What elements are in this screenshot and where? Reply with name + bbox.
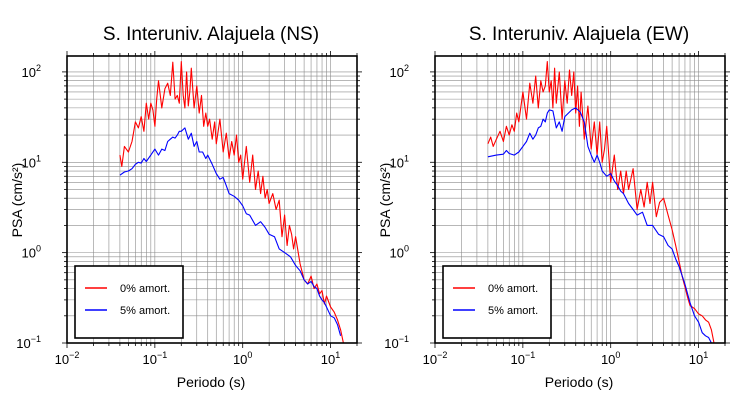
- x-axis-label: Periodo (s): [545, 374, 613, 390]
- x-axis-label: Periodo (s): [177, 374, 245, 390]
- chart-title: S. Interuniv. Alajuela (EW): [469, 24, 689, 45]
- series-line-damped: [487, 107, 712, 344]
- legend-box: [442, 265, 552, 339]
- plot-area: 10−2 10−1 100 101 10−1 100 101 102 0% amort. 5% a…: [384, 51, 730, 367]
- x-tick-label: 101: [689, 350, 708, 367]
- y-tick-label: 100: [390, 244, 409, 261]
- y-tick-label: 100: [22, 244, 41, 261]
- y-tick-label: 102: [22, 63, 41, 80]
- legend: 0% amort. 5% amort.: [74, 265, 184, 339]
- x-tick-label: 10−2: [55, 350, 80, 367]
- x-tick-label: 100: [601, 350, 620, 367]
- plot-area: 10−2 10−1 100 101 10−1 100 101 102 0% amort. 5% a…: [16, 51, 362, 367]
- y-axis-label: PSA (cm/s²): [9, 163, 25, 238]
- axis-ticks: [62, 51, 362, 348]
- x-tick-label: 10−2: [423, 350, 448, 367]
- plot-frame: [66, 55, 358, 344]
- legend-label: 0% amort.: [120, 283, 170, 295]
- x-tick-label: 100: [233, 350, 252, 367]
- series-line-undamped: [119, 61, 344, 344]
- chart-panel-ew: S. Interuniv. Alajuela (EW) Periodo (s) …: [377, 24, 730, 390]
- y-tick-label: 101: [390, 153, 409, 170]
- y-axis-label: PSA (cm/s²): [377, 163, 393, 238]
- legend-label: 5% amort.: [488, 305, 538, 317]
- legend: 0% amort. 5% amort.: [442, 265, 552, 339]
- y-tick-label: 10−1: [16, 334, 41, 351]
- axis-ticks: [430, 51, 730, 348]
- grid: [66, 56, 358, 344]
- x-tick-label: 10−1: [142, 350, 167, 367]
- legend-box: [74, 265, 184, 339]
- chart-title: S. Interuniv. Alajuela (NS): [103, 24, 319, 45]
- y-tick-label: 10−1: [384, 334, 409, 351]
- x-tick-label: 101: [321, 350, 340, 367]
- legend-label: 0% amort.: [488, 283, 538, 295]
- x-tick-label: 10−1: [510, 350, 535, 367]
- plot-frame: [434, 55, 726, 344]
- y-tick-label: 101: [22, 153, 41, 170]
- y-tick-label: 102: [390, 63, 409, 80]
- series-line-undamped: [487, 61, 715, 344]
- legend-label: 5% amort.: [120, 305, 170, 317]
- series-line-damped: [119, 127, 342, 336]
- chart-panel-ns: S. Interuniv. Alajuela (NS) Periodo (s) …: [9, 24, 362, 390]
